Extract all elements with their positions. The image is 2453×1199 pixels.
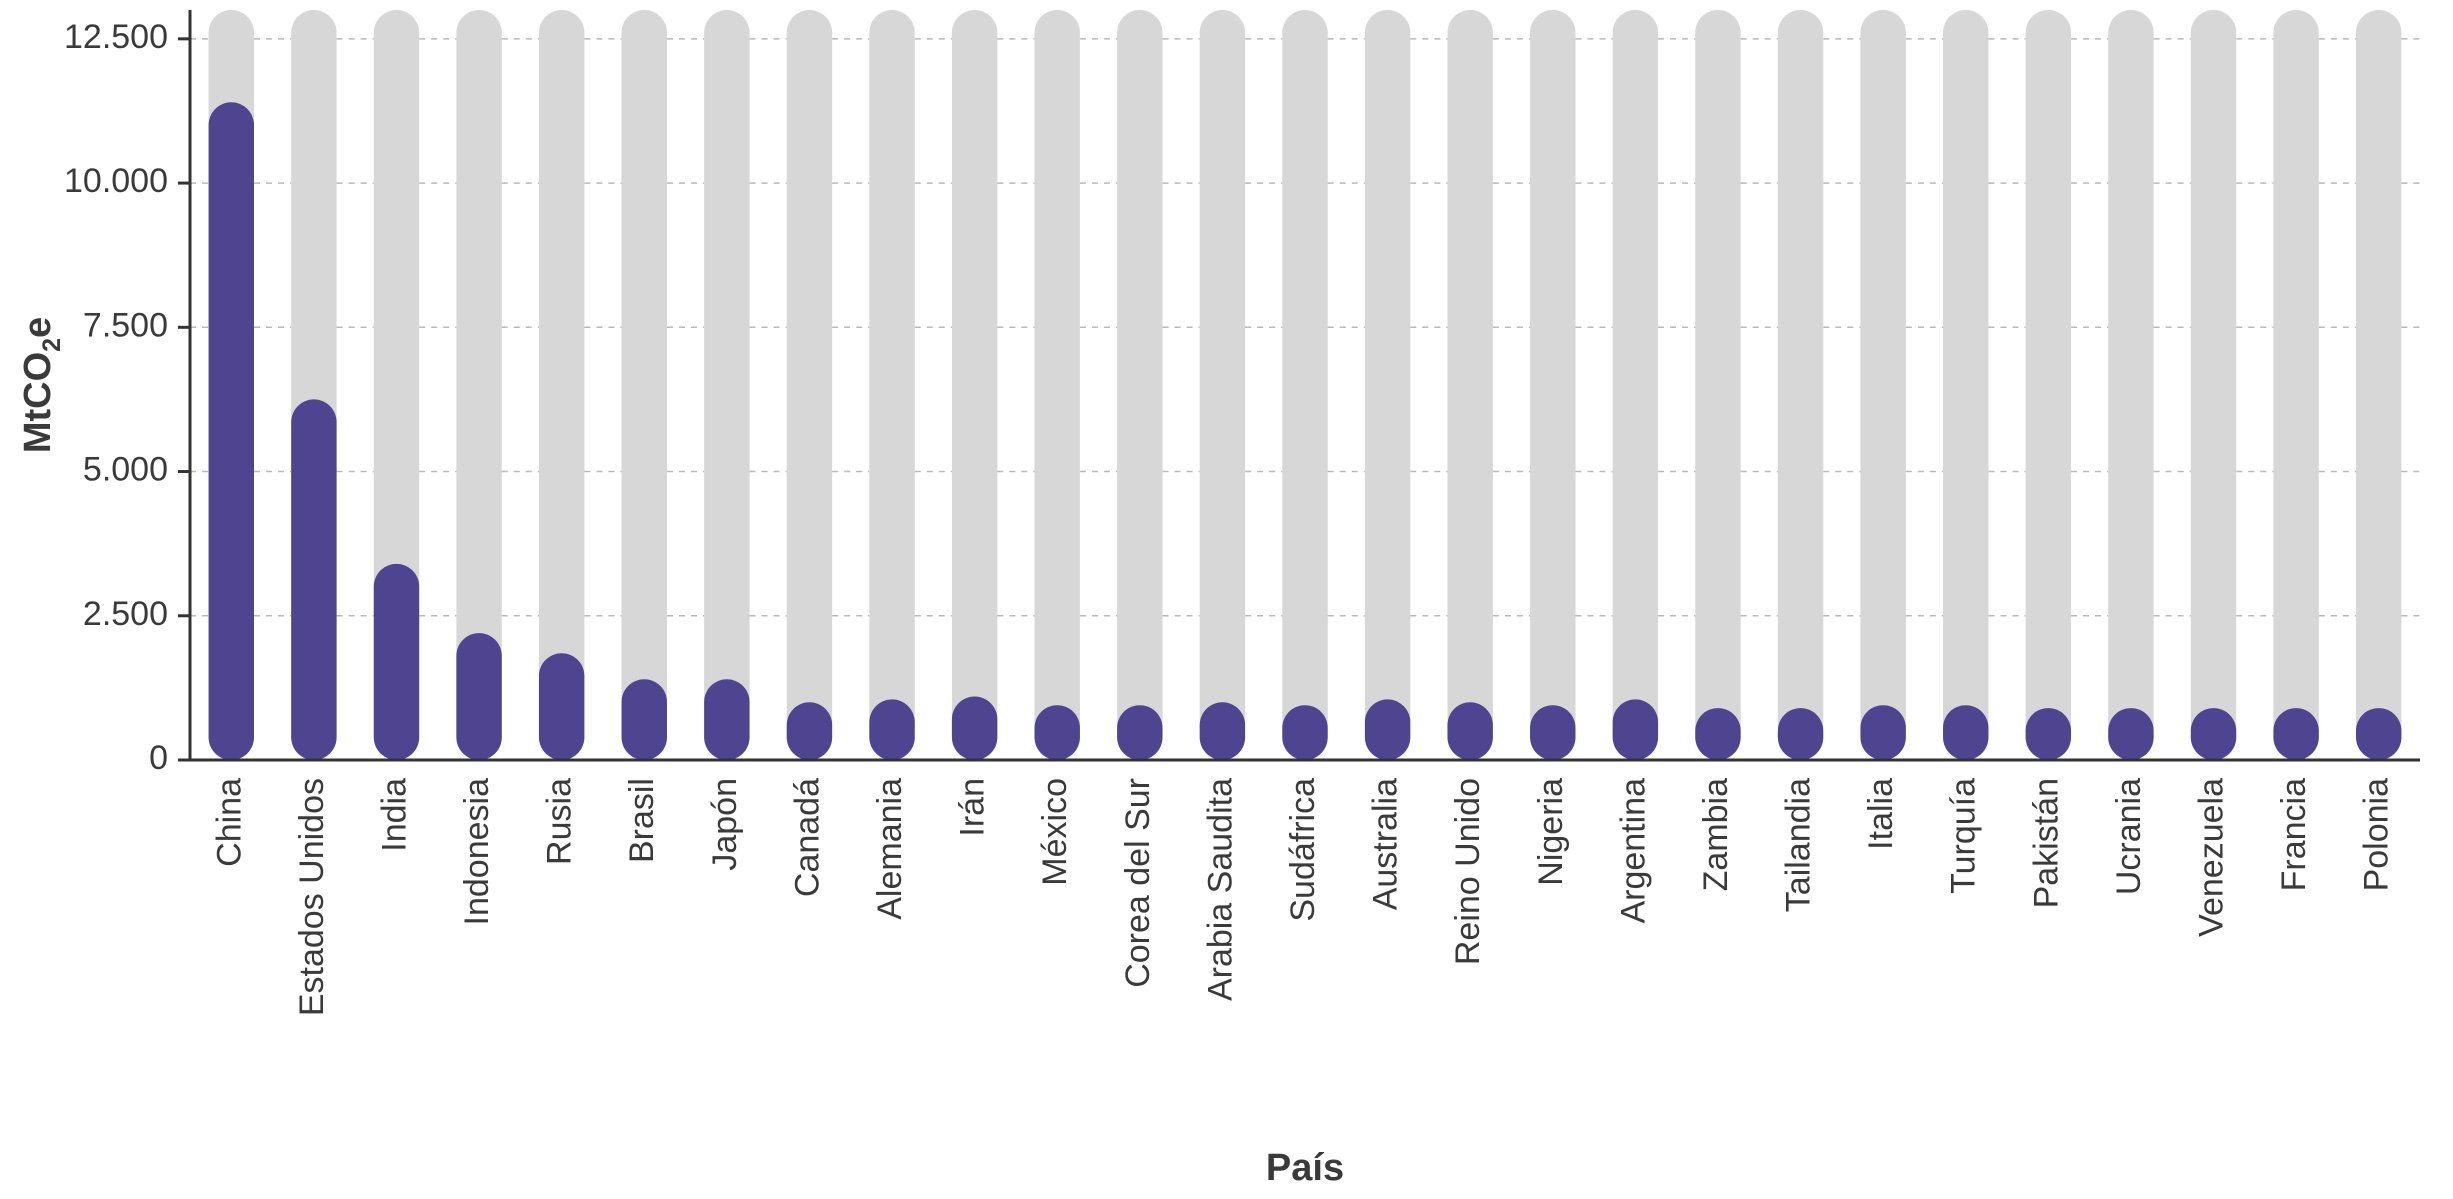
bar-track [1035, 10, 1080, 760]
x-tick-label: Argentina [1614, 778, 1652, 924]
bar [1282, 705, 1327, 760]
bar-track [1200, 10, 1245, 760]
bar-track [622, 10, 667, 760]
x-tick-label: Corea del Sur [1119, 778, 1157, 988]
x-tick-label: Zambia [1697, 778, 1735, 891]
x-tick-label: Rusia [541, 778, 579, 865]
bar [704, 679, 749, 760]
bar [1035, 705, 1080, 760]
bar-track [704, 10, 749, 760]
x-tick-label: Pakistán [2027, 778, 2065, 908]
x-tick-label: Estados Unidos [293, 778, 331, 1016]
bar [1117, 705, 1162, 760]
y-tick-label: 5.000 [83, 451, 168, 489]
bar [2273, 708, 2318, 760]
bar [539, 653, 584, 760]
bar [1695, 708, 1740, 760]
bar-track [952, 10, 997, 760]
bar-track [2273, 10, 2318, 760]
bar [2356, 708, 2401, 760]
bar [622, 679, 667, 760]
bar [1530, 705, 1575, 760]
y-tick-label: 0 [149, 739, 168, 777]
bar-track [2108, 10, 2153, 760]
bar-track [1282, 10, 1327, 760]
bar [1613, 699, 1658, 760]
x-tick-label: Sudáfrica [1284, 778, 1322, 922]
bar [1200, 702, 1245, 760]
y-axis-label: MtCO2e [17, 317, 66, 453]
bar-track [1695, 10, 1740, 760]
x-tick-label: Arabia Saudita [1201, 778, 1239, 1001]
bar [1447, 702, 1492, 760]
x-axis-label: País [1266, 1147, 1344, 1189]
bar-track [539, 10, 584, 760]
x-tick-label: India [375, 778, 413, 852]
bar [2026, 708, 2071, 760]
x-tick-label: Francia [2275, 778, 2313, 891]
x-tick-label: México [1036, 778, 1074, 886]
bar-track [1447, 10, 1492, 760]
y-tick-label: 7.500 [83, 306, 168, 344]
bar [1778, 708, 1823, 760]
x-tick-label: Tailandia [1780, 778, 1818, 912]
bar-track [1117, 10, 1162, 760]
x-tick-label: Australia [1367, 778, 1405, 910]
bar-track [1530, 10, 1575, 760]
x-tick-label: Reino Unido [1449, 778, 1487, 965]
bar [2191, 708, 2236, 760]
x-tick-label: Venezuela [2193, 778, 2231, 937]
x-tick-label: China [210, 778, 248, 867]
x-tick-label: Brasil [623, 778, 661, 863]
x-tick-label: Ucrania [2110, 778, 2148, 895]
x-tick-label: Turquía [1945, 778, 1983, 894]
bar-track [2026, 10, 2071, 760]
bar [1860, 705, 1905, 760]
x-tick-label: Nigeria [1532, 778, 1570, 886]
x-tick-label: Japón [706, 778, 744, 871]
bar [1365, 699, 1410, 760]
bar-track [869, 10, 914, 760]
bar [2108, 708, 2153, 760]
bar-track [1613, 10, 1658, 760]
x-tick-label: Italia [1862, 778, 1900, 850]
bar [1943, 705, 1988, 760]
bar [291, 399, 336, 760]
bar [869, 699, 914, 760]
x-tick-label: Canadá [788, 778, 826, 897]
bar-track [1860, 10, 1905, 760]
bar [787, 702, 832, 760]
x-tick-label: Alemania [871, 778, 909, 920]
y-tick-label: 10.000 [64, 162, 168, 200]
bar-track [2191, 10, 2236, 760]
x-tick-label: Indonesia [458, 778, 496, 926]
bar [952, 697, 997, 760]
bar [209, 102, 254, 760]
emissions-bar-chart: 0 2.500 5.000 7.500 10.000 12.500 MtCO2e China E… [0, 0, 2453, 1199]
bar-track [2356, 10, 2401, 760]
bar [374, 564, 419, 760]
bar [456, 633, 501, 760]
bar-track [1365, 10, 1410, 760]
bar-track [787, 10, 832, 760]
x-tick-label: Irán [954, 778, 992, 837]
bar-track [1778, 10, 1823, 760]
y-tick-label: 12.500 [64, 18, 168, 56]
y-tick-label: 2.500 [83, 595, 168, 633]
chart-svg: 0 2.500 5.000 7.500 10.000 12.500 MtCO2e China E… [0, 0, 2453, 1199]
bar-track [1943, 10, 1988, 760]
x-tick-label: Polonia [2358, 778, 2396, 892]
